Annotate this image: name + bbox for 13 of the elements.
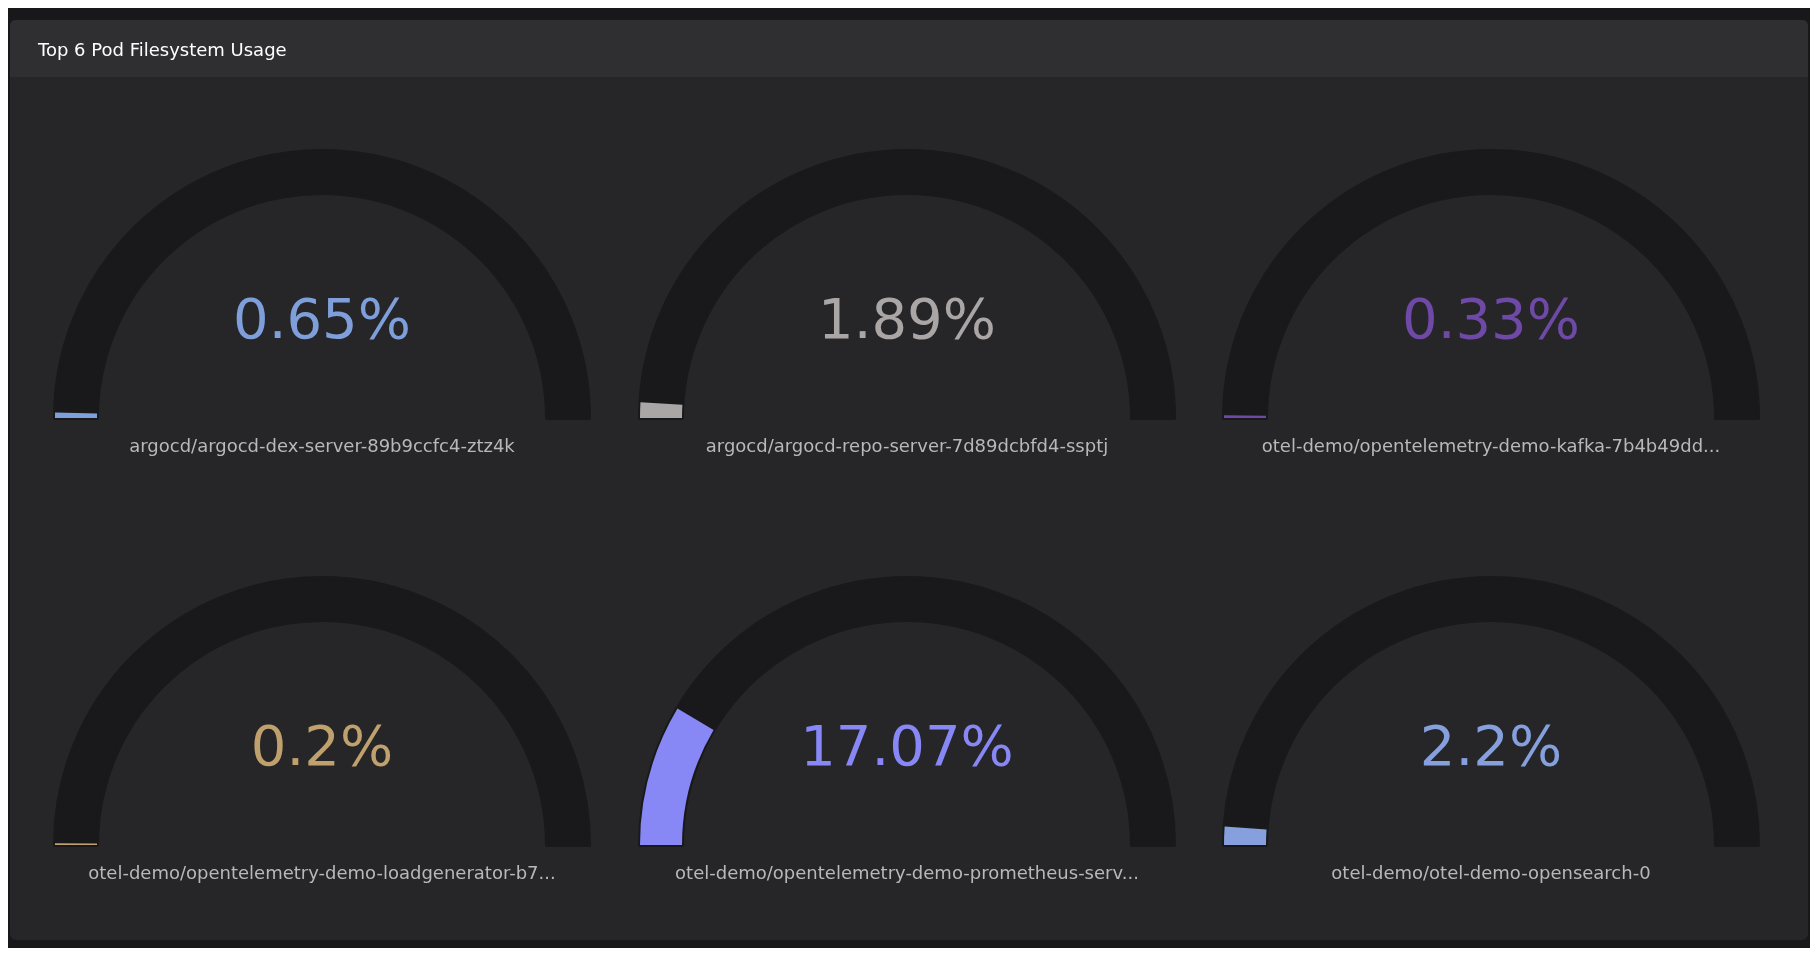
data-label: 2.2%: [1419, 713, 1563, 778]
data-label: 1.89%: [818, 286, 996, 351]
data-label: 0.65%: [233, 286, 411, 351]
category-label: otel-demo/otel-demo-opensearch-0: [1331, 862, 1651, 883]
category-label: otel-demo/opentelemetry-demo-prometheus-serv...: [675, 862, 1139, 883]
category-label: otel-demo/opentelemetry-demo-loadgenerator-b7...: [88, 862, 556, 883]
text: Top 6 Pod Filesystem Usage: [37, 39, 287, 60]
data-label: 0.33%: [1402, 286, 1580, 351]
data-label: 17.07%: [800, 713, 1014, 778]
category-label: argocd/argocd-dex-server-89b9ccfc4-ztz4k: [129, 435, 516, 456]
category-label: argocd/argocd-repo-server-7d89dcbfd4-ssptj: [705, 435, 1109, 456]
category-label: otel-demo/opentelemetry-demo-kafka-7b4b49dd...: [1261, 435, 1721, 456]
data-label: 0.2%: [250, 713, 394, 778]
